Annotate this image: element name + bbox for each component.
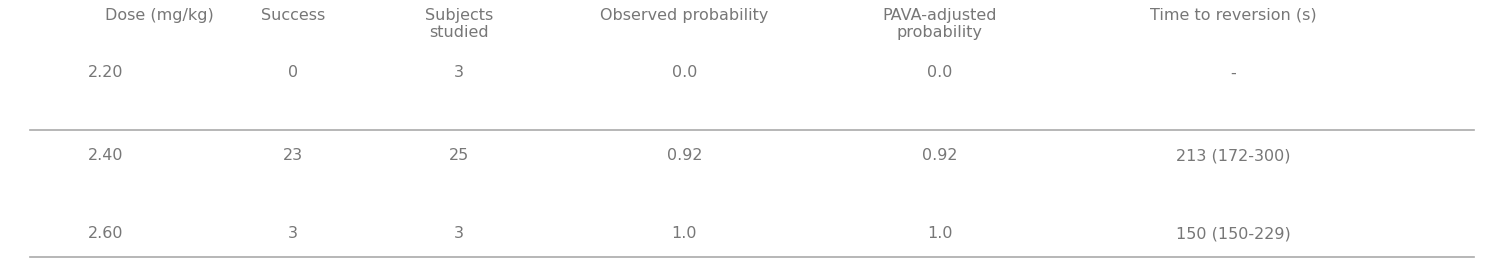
Text: 2.60: 2.60 bbox=[87, 226, 123, 242]
Text: 1.0: 1.0 bbox=[928, 226, 952, 242]
Text: 2.40: 2.40 bbox=[87, 148, 123, 164]
Text: 213 (172-300): 213 (172-300) bbox=[1176, 148, 1290, 164]
Text: -: - bbox=[1230, 65, 1236, 80]
Text: 0.92: 0.92 bbox=[922, 148, 958, 164]
Text: 1.0: 1.0 bbox=[672, 226, 696, 242]
Text: 0.92: 0.92 bbox=[666, 148, 702, 164]
Text: 3: 3 bbox=[289, 226, 298, 242]
Text: 3: 3 bbox=[454, 226, 463, 242]
Text: 0.0: 0.0 bbox=[928, 65, 952, 80]
Text: Dose (mg/kg): Dose (mg/kg) bbox=[105, 8, 214, 23]
Text: Observed probability: Observed probability bbox=[600, 8, 769, 23]
Text: 2.20: 2.20 bbox=[87, 65, 123, 80]
Text: 25: 25 bbox=[448, 148, 469, 164]
Text: 150 (150-229): 150 (150-229) bbox=[1176, 226, 1290, 242]
Text: Success: Success bbox=[262, 8, 325, 23]
Text: PAVA-adjusted
probability: PAVA-adjusted probability bbox=[883, 8, 997, 40]
Text: Time to reversion (s): Time to reversion (s) bbox=[1151, 8, 1316, 23]
Text: 23: 23 bbox=[283, 148, 304, 164]
Text: 0: 0 bbox=[289, 65, 298, 80]
Text: 3: 3 bbox=[454, 65, 463, 80]
Text: Subjects
studied: Subjects studied bbox=[424, 8, 493, 40]
Text: 0.0: 0.0 bbox=[672, 65, 696, 80]
